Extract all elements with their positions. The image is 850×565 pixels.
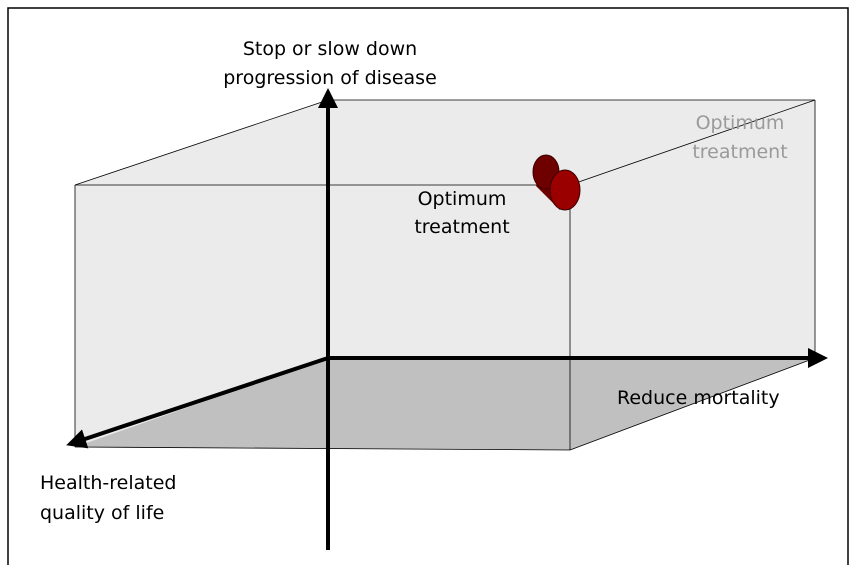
depth-axis-label: Health-related [40,472,176,494]
horizontal-axis-label: Reduce mortality [617,387,780,409]
vertical-axis-label: Stop or slow down [243,38,417,60]
projection-label: treatment [692,141,787,163]
point-label: Optimum [418,188,507,210]
point-label: treatment [414,216,509,238]
frame [7,7,849,565]
box-edges [74,99,816,451]
treatment-marker [532,154,581,211]
vertical-axis-label: progression of disease [223,67,437,89]
axes [66,88,828,550]
depth-axis-label: quality of life [40,502,164,524]
projection-label: Optimum [696,112,785,134]
floor [75,358,815,450]
